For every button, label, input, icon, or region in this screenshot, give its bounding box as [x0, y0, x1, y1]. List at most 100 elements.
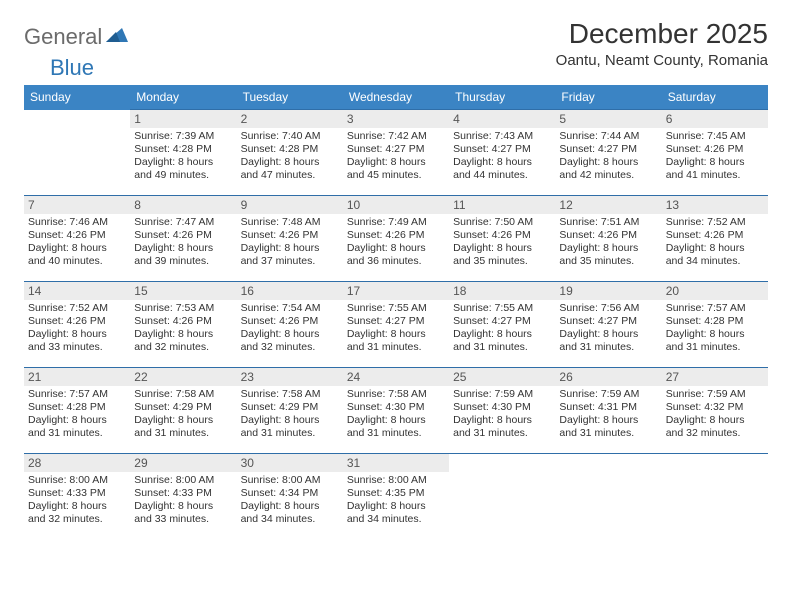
- day-info: Sunrise: 7:40 AMSunset: 4:28 PMDaylight:…: [241, 130, 339, 183]
- col-saturday: Saturday: [662, 85, 768, 110]
- brand-triangle-icon: [106, 26, 128, 49]
- brand-part1: General: [24, 24, 102, 50]
- day-cell: 22Sunrise: 7:58 AMSunset: 4:29 PMDayligh…: [130, 368, 236, 454]
- day-info: Sunrise: 7:45 AMSunset: 4:26 PMDaylight:…: [666, 130, 764, 183]
- day-info: Sunrise: 7:57 AMSunset: 4:28 PMDaylight:…: [666, 302, 764, 355]
- brand-part2-wrap: Blue: [50, 55, 110, 81]
- day-number: 14: [24, 282, 130, 300]
- sunrise-text: Sunrise: 7:48 AM: [241, 216, 339, 229]
- day-cell: 16Sunrise: 7:54 AMSunset: 4:26 PMDayligh…: [237, 282, 343, 368]
- day-number: 22: [130, 368, 236, 386]
- daylight-text: Daylight: 8 hours and 32 minutes.: [28, 500, 126, 526]
- daylight-text: Daylight: 8 hours and 42 minutes.: [559, 156, 657, 182]
- sunrise-text: Sunrise: 8:00 AM: [347, 474, 445, 487]
- daylight-text: Daylight: 8 hours and 34 minutes.: [347, 500, 445, 526]
- sunset-text: Sunset: 4:32 PM: [666, 401, 764, 414]
- week-row: 7Sunrise: 7:46 AMSunset: 4:26 PMDaylight…: [24, 196, 768, 282]
- day-number: 12: [555, 196, 661, 214]
- day-cell: 30Sunrise: 8:00 AMSunset: 4:34 PMDayligh…: [237, 454, 343, 540]
- header-row: Sunday Monday Tuesday Wednesday Thursday…: [24, 85, 768, 110]
- sunset-text: Sunset: 4:35 PM: [347, 487, 445, 500]
- col-sunday: Sunday: [24, 85, 130, 110]
- day-number: 19: [555, 282, 661, 300]
- sunset-text: Sunset: 4:28 PM: [134, 143, 232, 156]
- day-info: Sunrise: 7:50 AMSunset: 4:26 PMDaylight:…: [453, 216, 551, 269]
- week-row: 14Sunrise: 7:52 AMSunset: 4:26 PMDayligh…: [24, 282, 768, 368]
- sunrise-text: Sunrise: 7:57 AM: [666, 302, 764, 315]
- day-cell: 26 Sunrise: 7:59 AMSunset: 4:31 PMDayligh…: [555, 368, 661, 454]
- month-title: December 2025: [556, 18, 768, 50]
- location-text: Oantu, Neamt County, Romania: [556, 52, 768, 69]
- day-cell: [24, 110, 130, 196]
- day-info: Sunrise: 7:55 AMSunset: 4:27 PMDaylight:…: [453, 302, 551, 355]
- day-info: Sunrise: 8:00 AMSunset: 4:33 PMDaylight:…: [134, 474, 232, 527]
- day-number: 18: [449, 282, 555, 300]
- daylight-text: Daylight: 8 hours and 45 minutes.: [347, 156, 445, 182]
- header: General December 2025 Oantu, Neamt Count…: [24, 18, 768, 69]
- sunset-text: Sunset: 4:27 PM: [347, 315, 445, 328]
- title-block: December 2025 Oantu, Neamt County, Roman…: [556, 18, 768, 69]
- day-info: Sunrise: 8:00 AMSunset: 4:33 PMDaylight:…: [28, 474, 126, 527]
- sunset-text: Sunset: 4:33 PM: [134, 487, 232, 500]
- day-number: 5: [555, 110, 661, 128]
- day-cell: 4 Sunrise: 7:43 AMSunset: 4:27 PMDaylight…: [449, 110, 555, 196]
- day-cell: 12Sunrise: 7:51 AMSunset: 4:26 PMDayligh…: [555, 196, 661, 282]
- sunset-text: Sunset: 4:26 PM: [241, 315, 339, 328]
- day-cell: 17Sunrise: 7:55 AMSunset: 4:27 PMDayligh…: [343, 282, 449, 368]
- sunset-text: Sunset: 4:30 PM: [453, 401, 551, 414]
- week-row: 21Sunrise: 7:57 AMSunset: 4:28 PMDayligh…: [24, 368, 768, 454]
- daylight-text: Daylight: 8 hours and 32 minutes.: [666, 414, 764, 440]
- day-cell: 25Sunrise: 7:59 AMSunset: 4:30 PMDayligh…: [449, 368, 555, 454]
- day-number: 27: [662, 368, 768, 386]
- day-number: 1: [130, 110, 236, 128]
- daylight-text: Daylight: 8 hours and 33 minutes.: [134, 500, 232, 526]
- day-number: 20: [662, 282, 768, 300]
- day-number: 4: [449, 110, 555, 128]
- day-info: Sunrise: 8:00 AMSunset: 4:35 PMDaylight:…: [347, 474, 445, 527]
- daylight-text: Daylight: 8 hours and 33 minutes.: [28, 328, 126, 354]
- day-info: Sunrise: 7:59 AMSunset: 4:31 PMDaylight:…: [559, 388, 657, 441]
- sunset-text: Sunset: 4:26 PM: [134, 315, 232, 328]
- day-number: 9: [237, 196, 343, 214]
- sunrise-text: Sunrise: 7:46 AM: [28, 216, 126, 229]
- sunrise-text: Sunrise: 7:59 AM: [559, 388, 657, 401]
- daylight-text: Daylight: 8 hours and 35 minutes.: [559, 242, 657, 268]
- sunrise-text: Sunrise: 7:55 AM: [347, 302, 445, 315]
- sunset-text: Sunset: 4:29 PM: [134, 401, 232, 414]
- daylight-text: Daylight: 8 hours and 34 minutes.: [666, 242, 764, 268]
- sunset-text: Sunset: 4:27 PM: [453, 315, 551, 328]
- sunset-text: Sunset: 4:28 PM: [28, 401, 126, 414]
- day-info: Sunrise: 7:48 AMSunset: 4:26 PMDaylight:…: [241, 216, 339, 269]
- daylight-text: Daylight: 8 hours and 32 minutes.: [241, 328, 339, 354]
- daylight-text: Daylight: 8 hours and 31 minutes.: [559, 414, 657, 440]
- day-cell: 14Sunrise: 7:52 AMSunset: 4:26 PMDayligh…: [24, 282, 130, 368]
- day-cell: [555, 454, 661, 540]
- sunrise-text: Sunrise: 7:57 AM: [28, 388, 126, 401]
- daylight-text: Daylight: 8 hours and 31 minutes.: [347, 414, 445, 440]
- daylight-text: Daylight: 8 hours and 49 minutes.: [134, 156, 232, 182]
- day-info: Sunrise: 7:59 AMSunset: 4:32 PMDaylight:…: [666, 388, 764, 441]
- day-info: Sunrise: 7:43 AMSunset: 4:27 PMDaylight:…: [453, 130, 551, 183]
- daylight-text: Daylight: 8 hours and 31 minutes.: [666, 328, 764, 354]
- day-number: 29: [130, 454, 236, 472]
- sunset-text: Sunset: 4:28 PM: [241, 143, 339, 156]
- sunset-text: Sunset: 4:26 PM: [241, 229, 339, 242]
- sunset-text: Sunset: 4:28 PM: [666, 315, 764, 328]
- sunrise-text: Sunrise: 7:51 AM: [559, 216, 657, 229]
- day-number: 13: [662, 196, 768, 214]
- day-number: 26: [555, 368, 661, 386]
- sunset-text: Sunset: 4:27 PM: [559, 143, 657, 156]
- sunrise-text: Sunrise: 7:45 AM: [666, 130, 764, 143]
- sunrise-text: Sunrise: 7:43 AM: [453, 130, 551, 143]
- day-cell: [449, 454, 555, 540]
- sunrise-text: Sunrise: 7:54 AM: [241, 302, 339, 315]
- sunset-text: Sunset: 4:26 PM: [453, 229, 551, 242]
- sunrise-text: Sunrise: 7:59 AM: [453, 388, 551, 401]
- daylight-text: Daylight: 8 hours and 31 minutes.: [453, 414, 551, 440]
- sunrise-text: Sunrise: 7:56 AM: [559, 302, 657, 315]
- sunset-text: Sunset: 4:26 PM: [134, 229, 232, 242]
- day-info: Sunrise: 7:58 AMSunset: 4:30 PMDaylight:…: [347, 388, 445, 441]
- day-cell: 18 Sunrise: 7:55 AMSunset: 4:27 PMDayligh…: [449, 282, 555, 368]
- daylight-text: Daylight: 8 hours and 44 minutes.: [453, 156, 551, 182]
- day-number: 6: [662, 110, 768, 128]
